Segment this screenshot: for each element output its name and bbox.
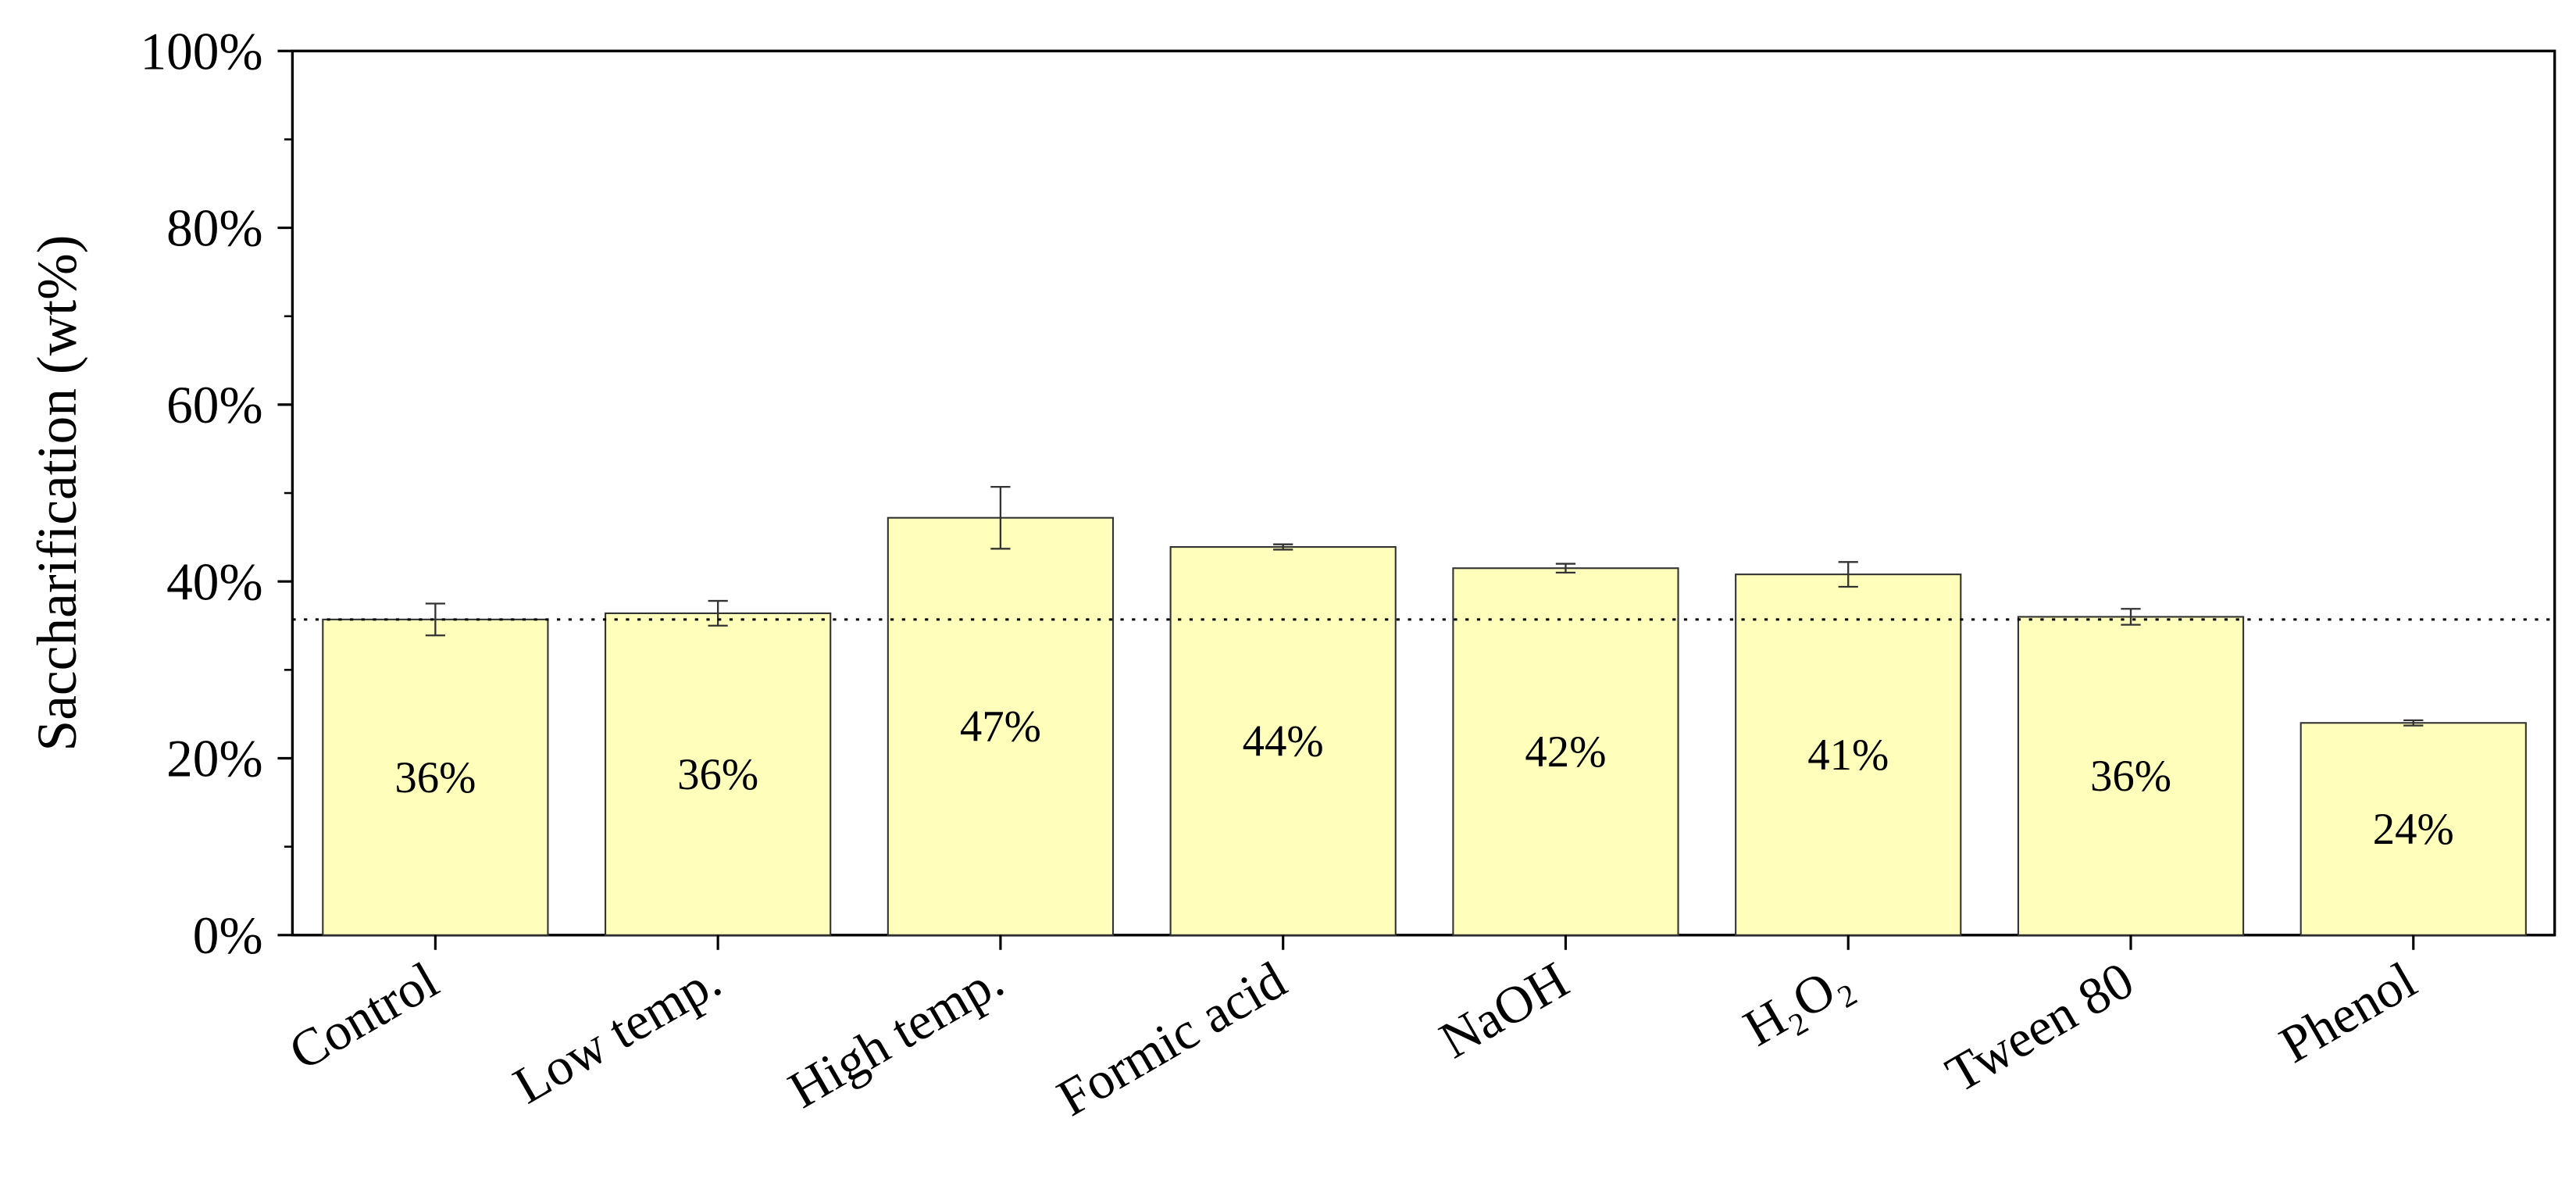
x-tick-label: High temp.: [779, 950, 1013, 1119]
value-label: 36%: [677, 750, 758, 799]
x-tick-label: Formic acid: [1047, 950, 1295, 1127]
x-tick-label: Low temp.: [504, 950, 730, 1115]
bar: [1452, 567, 1679, 936]
value-label: 47%: [960, 702, 1041, 752]
x-tick-label: NaOH: [1430, 950, 1579, 1070]
bar: [887, 516, 1115, 936]
x-tick-label: Phenol: [2270, 950, 2425, 1074]
x-tick-label: Control: [280, 950, 448, 1081]
bar: [1735, 573, 1962, 936]
value-label: 41%: [1807, 731, 1889, 780]
value-label: 36%: [2090, 752, 2171, 801]
value-label: 42%: [1525, 727, 1606, 777]
x-tick-label: Tween 80: [1936, 950, 2143, 1103]
value-label: 44%: [1243, 716, 1324, 766]
value-label: 36%: [394, 753, 476, 802]
bar: [1169, 546, 1397, 936]
y-tick-label: 0%: [193, 906, 263, 965]
y-tick-label: 60%: [166, 376, 262, 434]
bar: [2017, 616, 2245, 936]
x-tick-label: H₂O₂: [1734, 950, 1861, 1057]
y-tick-label: 20%: [166, 730, 262, 788]
value-label: 24%: [2373, 805, 2454, 854]
y-axis-label: Saccharification (wt%): [27, 235, 88, 752]
y-tick-label: 80%: [166, 199, 262, 258]
y-tick-label: 100%: [141, 22, 263, 80]
y-tick-label: 40%: [166, 552, 262, 611]
bar: [322, 618, 549, 936]
